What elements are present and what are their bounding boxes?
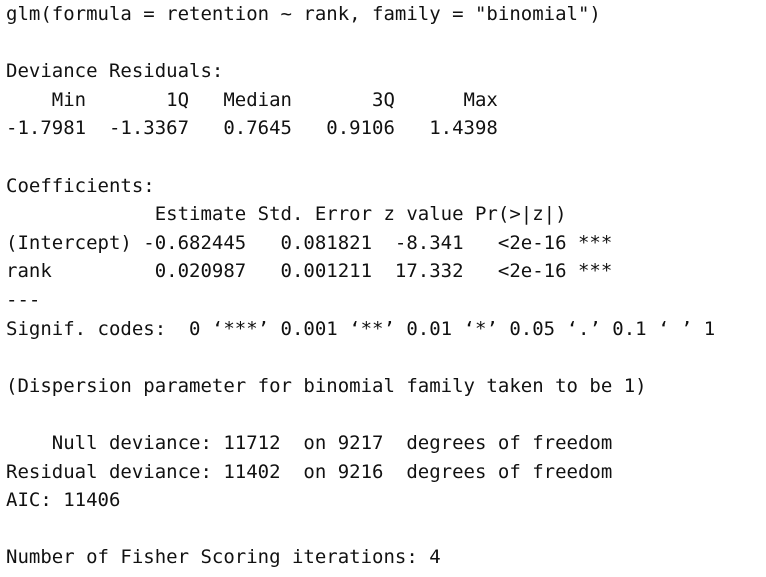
deviance-residuals-values: -1.7981 -1.3367 0.7645 0.9106 1.4398 xyxy=(6,117,521,140)
blank-line xyxy=(6,29,762,58)
coefficient-row-intercept: (Intercept) -0.682445 0.081821 -8.341 <2… xyxy=(6,231,613,254)
residual-deviance-line: Residual deviance: 11402 on 9216 degrees… xyxy=(6,460,613,483)
blank-line xyxy=(6,400,762,429)
coefficients-title: Coefficients: xyxy=(6,174,155,197)
coefficient-row-rank: rank 0.020987 0.001211 17.332 <2e-16 *** xyxy=(6,260,613,283)
r-console-output: glm(formula = retention ~ rank, family =… xyxy=(6,0,762,577)
null-deviance-line: Null deviance: 11712 on 9217 degrees of … xyxy=(6,431,613,454)
coefficients-header: Estimate Std. Error z value Pr(>|z|) xyxy=(6,203,613,226)
fisher-iterations-line: Number of Fisher Scoring iterations: 4 xyxy=(6,546,441,569)
dispersion-line: (Dispersion parameter for binomial famil… xyxy=(6,374,647,397)
glm-call-line: glm(formula = retention ~ rank, family =… xyxy=(6,3,601,25)
blank-line xyxy=(6,143,762,172)
aic-line: AIC: 11406 xyxy=(6,489,121,512)
coefficients-separator: --- xyxy=(6,288,41,311)
blank-line xyxy=(6,343,762,372)
deviance-residuals-header: Min 1Q Median 3Q Max xyxy=(6,88,521,111)
blank-line xyxy=(6,515,762,544)
deviance-residuals-title: Deviance Residuals: xyxy=(6,60,224,83)
signif-codes-line: Signif. codes: 0 ‘***’ 0.001 ‘**’ 0.01 ‘… xyxy=(6,317,716,340)
